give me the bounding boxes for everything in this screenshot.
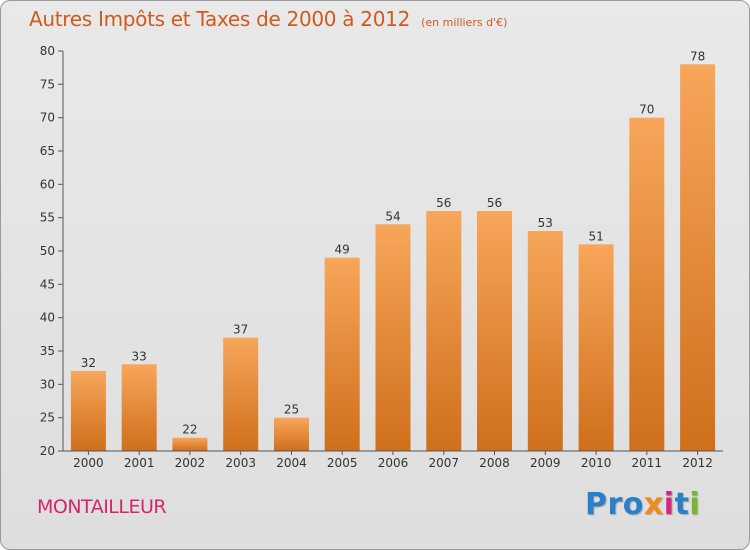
y-tick-50: 50: [40, 244, 55, 258]
x-tick-2010: 2010: [581, 456, 612, 470]
logo-part-5: i: [689, 487, 701, 522]
data-label-2000: 32: [81, 356, 96, 370]
bar-2006: [375, 224, 411, 451]
y-tick-20: 20: [40, 444, 55, 458]
x-tick-2006: 2006: [378, 456, 409, 470]
chart-title: Autres Impôts et Taxes de 2000 à 2012: [29, 7, 410, 31]
x-tick-2007: 2007: [429, 456, 460, 470]
x-tick-2002: 2002: [175, 456, 206, 470]
bar-2007: [426, 211, 462, 451]
x-tick-2001: 2001: [124, 456, 155, 470]
y-tick-35: 35: [40, 344, 55, 358]
bar-2002: [172, 437, 208, 451]
logo-part-1: Pro: [585, 487, 644, 522]
data-label-2007: 56: [436, 196, 451, 210]
y-tick-55: 55: [40, 211, 55, 225]
data-label-2010: 51: [588, 229, 603, 243]
y-tick-70: 70: [40, 111, 55, 125]
y-tick-80: 80: [40, 44, 55, 58]
y-tick-25: 25: [40, 411, 55, 425]
bar-2004: [274, 417, 309, 451]
bar-2011: [629, 117, 665, 451]
data-label-2004: 25: [284, 403, 299, 417]
y-tick-45: 45: [40, 277, 55, 291]
chart-title-row: Autres Impôts et Taxes de 2000 à 2012 (e…: [29, 7, 507, 31]
x-tick-2011: 2011: [632, 456, 663, 470]
bar-2008: [477, 211, 512, 451]
data-label-2011: 70: [639, 103, 654, 117]
bar-2009: [527, 231, 563, 451]
chart-unit: (en milliers d'€): [421, 16, 508, 29]
bar-2012: [680, 64, 716, 452]
x-tick-2012: 2012: [682, 456, 713, 470]
y-tick-40: 40: [40, 311, 55, 325]
bar-2010: [578, 244, 614, 451]
commune-name: MONTAILLEUR: [37, 496, 167, 518]
proxiti-logo: Proxiti: [585, 487, 700, 522]
y-tick-30: 30: [40, 377, 55, 391]
x-tick-2005: 2005: [327, 456, 358, 470]
y-tick-75: 75: [40, 77, 55, 91]
bars-group: 32 33 22 37 25 49 54 56 56 53 51 70 78: [70, 49, 716, 452]
x-tick-2000: 2000: [73, 456, 104, 470]
data-label-2003: 37: [233, 323, 248, 337]
data-label-2005: 49: [335, 243, 350, 257]
bar-2003: [223, 337, 259, 451]
x-tick-2004: 2004: [276, 456, 307, 470]
data-label-2002: 22: [182, 423, 197, 437]
x-tick-2008: 2008: [479, 456, 510, 470]
logo-part-3: i: [663, 487, 675, 522]
y-tick-60: 60: [40, 177, 55, 191]
bar-2001: [121, 364, 157, 451]
bar-2000: [70, 371, 106, 451]
logo-part-4: t: [674, 487, 690, 522]
x-tick-2003: 2003: [225, 456, 256, 470]
data-label-2006: 54: [385, 209, 400, 223]
data-label-2009: 53: [538, 216, 553, 230]
data-label-2012: 78: [690, 49, 705, 63]
bar-2005: [324, 257, 360, 451]
data-label-2001: 33: [132, 349, 147, 363]
logo-part-2: x: [643, 487, 664, 522]
y-tick-65: 65: [40, 144, 55, 158]
x-tick-2009: 2009: [530, 456, 561, 470]
axes-group: 2000 2001 2002 2003 2004 2005 2006 2007 2008 2009…: [40, 44, 723, 470]
data-label-2008: 56: [487, 196, 502, 210]
